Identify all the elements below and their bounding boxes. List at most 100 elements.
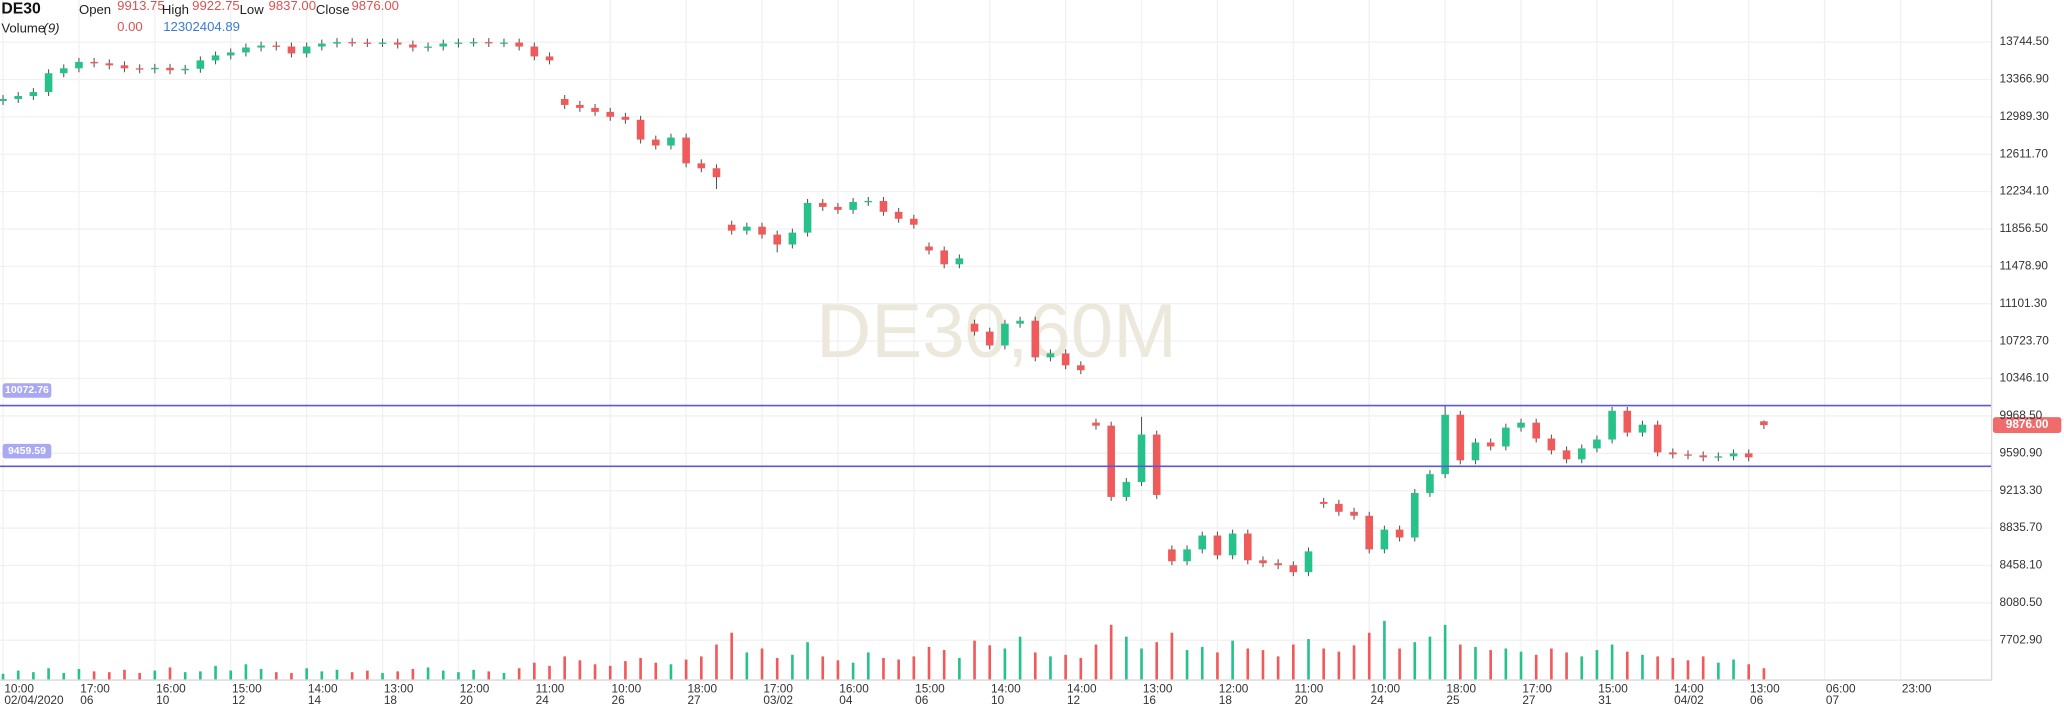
x-tick-label: 10:00 bbox=[612, 681, 642, 695]
x-tick-date: 25 bbox=[1446, 693, 1460, 707]
x-tick-label: 11:00 bbox=[536, 681, 565, 695]
volume-bar bbox=[1474, 646, 1477, 681]
candle-body bbox=[1486, 442, 1495, 447]
volume-bar bbox=[1216, 652, 1219, 681]
candle-body bbox=[1517, 422, 1525, 428]
candle-body bbox=[1471, 442, 1480, 461]
volume-bar bbox=[1079, 657, 1083, 681]
candle-body bbox=[181, 68, 189, 71]
volume-bar bbox=[411, 669, 415, 681]
volume-bar bbox=[1261, 650, 1265, 681]
x-tick-date: 12 bbox=[232, 693, 245, 707]
volume-bar bbox=[958, 657, 961, 681]
volume-bar bbox=[927, 646, 931, 681]
watermark: DE30,60M bbox=[816, 289, 1177, 374]
candle-body bbox=[1441, 414, 1449, 475]
field-name: Close bbox=[316, 2, 350, 17]
candle-body bbox=[1107, 425, 1115, 497]
volume-bar bbox=[1292, 644, 1295, 681]
volume-bar bbox=[305, 668, 308, 681]
candle-body bbox=[925, 246, 933, 251]
volume-bar bbox=[1489, 650, 1492, 681]
volume-bar bbox=[32, 672, 35, 681]
volume-bar bbox=[1504, 648, 1508, 681]
volume-bar bbox=[806, 642, 809, 681]
volume-bar bbox=[1610, 644, 1614, 681]
candle-body bbox=[363, 42, 372, 44]
x-tick-label: 23:00 bbox=[1902, 681, 1932, 695]
candle-body bbox=[1198, 535, 1207, 550]
volume-bar bbox=[1094, 644, 1098, 681]
candle-body bbox=[621, 116, 630, 120]
candle-body bbox=[105, 63, 114, 66]
price-badge-label: 9459.59 bbox=[8, 445, 46, 457]
last-price-badge bbox=[1992, 417, 2062, 433]
y-tick-label: 11478.90 bbox=[2000, 259, 2049, 273]
candle-body bbox=[879, 200, 888, 212]
volume-bar bbox=[1413, 642, 1417, 681]
candle-body bbox=[120, 65, 129, 69]
volume-bar bbox=[593, 664, 597, 681]
candle-body bbox=[1137, 434, 1146, 483]
x-tick-date: 16 bbox=[1143, 693, 1157, 707]
candle-body bbox=[318, 43, 326, 47]
field-name: Open bbox=[79, 2, 111, 17]
y-tick-label: 11101.30 bbox=[2000, 296, 2048, 310]
candle-body bbox=[1319, 501, 1328, 504]
header: DE30 Open 9913.75 High 9922.75 Low 9837.… bbox=[1, 0, 399, 35]
y-tick-label: 10723.70 bbox=[2000, 333, 2050, 347]
x-tick-date: 06 bbox=[80, 693, 94, 707]
volume-bar bbox=[457, 672, 460, 681]
volume-bar bbox=[821, 656, 825, 681]
volume-bar bbox=[1565, 652, 1568, 681]
volume-bar bbox=[1246, 648, 1250, 681]
candle-body bbox=[1760, 421, 1768, 426]
candle-body bbox=[515, 42, 523, 47]
candle-body bbox=[439, 43, 448, 47]
volume-bar bbox=[472, 669, 475, 681]
volume-bar bbox=[1337, 651, 1341, 681]
volume-bar bbox=[1307, 639, 1310, 681]
candle-body bbox=[560, 98, 569, 105]
candle-body bbox=[864, 200, 873, 203]
x-tick-label: 18:00 bbox=[1446, 681, 1476, 695]
candle-body bbox=[226, 52, 235, 56]
field-value: 9922.75 bbox=[192, 0, 240, 13]
candle-body bbox=[14, 96, 23, 99]
x-tick-date: 10 bbox=[156, 693, 170, 707]
x-tick-label: 17:00 bbox=[763, 681, 793, 695]
volume-bar bbox=[1671, 657, 1675, 681]
x-tick-label: 12:00 bbox=[460, 681, 490, 695]
volume-bar bbox=[715, 644, 718, 681]
x-tick-date: 10 bbox=[991, 693, 1005, 707]
volume-bar bbox=[1322, 648, 1326, 681]
symbol: DE30 bbox=[1, 0, 41, 17]
candle-body bbox=[1410, 492, 1419, 538]
volume-bar bbox=[168, 667, 172, 681]
volume-bar bbox=[791, 654, 794, 681]
candle-body bbox=[1502, 427, 1510, 447]
volume-bar bbox=[1656, 656, 1659, 681]
field-value: 9837.00 bbox=[269, 0, 317, 13]
candle-body bbox=[348, 42, 356, 44]
candle-body bbox=[0, 98, 7, 101]
candle-body bbox=[788, 232, 797, 245]
candle-body bbox=[1699, 455, 1707, 458]
volume-bar bbox=[608, 665, 612, 681]
candle-body bbox=[773, 234, 782, 245]
x-tick-date: 06 bbox=[915, 693, 929, 707]
candle-body bbox=[818, 202, 827, 207]
candle-body bbox=[257, 45, 265, 48]
volume-bar bbox=[654, 662, 658, 681]
candle-body bbox=[1684, 454, 1692, 456]
candle-body bbox=[1426, 474, 1434, 493]
candle-body bbox=[591, 107, 599, 112]
volume-bar bbox=[730, 632, 733, 681]
volume-bar bbox=[684, 659, 688, 681]
volume-bar bbox=[1550, 648, 1553, 681]
candle-body bbox=[970, 323, 979, 332]
volume-bar bbox=[1625, 651, 1629, 681]
volume-bar bbox=[244, 664, 248, 681]
x-tick-label: 13:00 bbox=[1143, 681, 1173, 695]
